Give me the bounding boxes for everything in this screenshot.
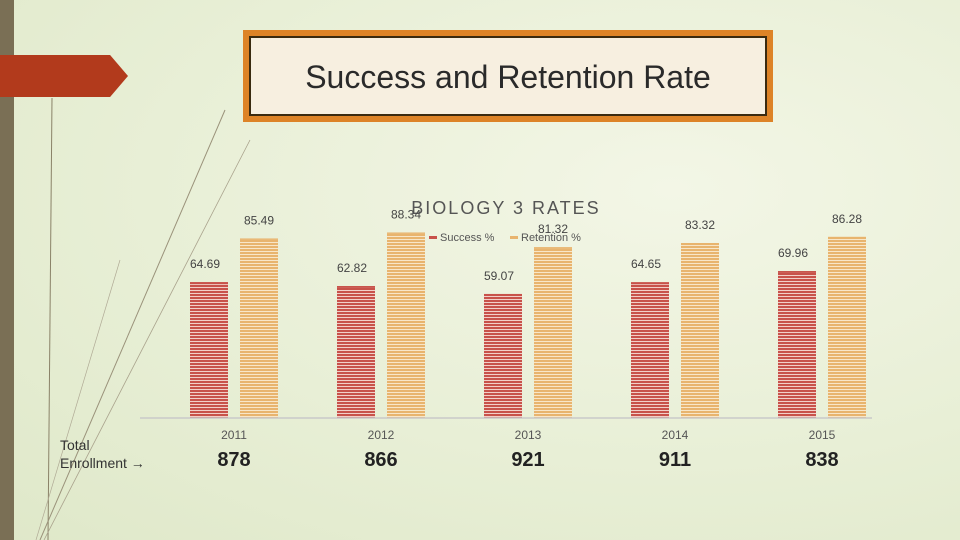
left-accent-bar	[0, 0, 14, 540]
data-label-success-2012: 62.82	[337, 261, 367, 275]
bar-top-retention-2014	[681, 243, 719, 246]
bar-top-success-2012	[337, 286, 375, 289]
x-tick-label-2014: 2014	[662, 428, 689, 442]
bar-top-retention-2013	[534, 247, 572, 250]
data-label-success-2013: 59.07	[484, 269, 514, 283]
bar-top-success-2015	[778, 271, 816, 274]
bar-retention-2011	[240, 238, 278, 418]
bar-top-retention-2012	[387, 232, 425, 235]
enrollment-value-2013: 921	[511, 449, 544, 471]
title-box-inner: Success and Retention Rate	[249, 36, 767, 116]
x-tick-label-2015: 2015	[809, 428, 836, 442]
enrollment-value-2014: 911	[659, 449, 691, 471]
bar-top-success-2013	[484, 293, 522, 296]
total-enrollment-label-line2: Enrollment →	[60, 455, 145, 471]
bar-success-2015	[778, 271, 816, 418]
data-label-success-2011: 64.69	[190, 257, 220, 271]
x-tick-label-2012: 2012	[368, 428, 395, 442]
bar-success-2013	[484, 293, 522, 418]
bar-top-success-2014	[631, 282, 669, 285]
legend-swatch-success	[429, 236, 437, 239]
bar-retention-2012	[387, 232, 425, 418]
bar-retention-2015	[828, 236, 866, 418]
bars-layer: 64.69 85.49 2011 878 62.82 88.34 2012 866 59.07 8…	[190, 207, 866, 471]
chart-title: BIOLOGY 3 RATES	[411, 198, 600, 218]
bar-success-2014	[631, 282, 669, 418]
total-enrollment-label-line1: Total	[60, 437, 90, 453]
legend-label-success: Success %	[440, 232, 495, 244]
bar-top-success-2011	[190, 282, 228, 285]
x-tick-label-2011: 2011	[221, 428, 247, 442]
x-tick-label-2013: 2013	[515, 428, 542, 442]
enrollment-value-2012: 866	[364, 449, 397, 471]
data-label-retention-2013: 81.32	[538, 222, 568, 236]
bar-top-retention-2011	[240, 238, 278, 241]
bar-retention-2013	[534, 247, 572, 418]
data-label-retention-2015: 86.28	[832, 212, 862, 226]
legend: Success % Retention %	[429, 232, 581, 244]
bar-success-2011	[190, 282, 228, 418]
bar-success-2012	[337, 286, 375, 418]
legend-label-retention: Retention %	[521, 232, 581, 244]
data-label-success-2014: 64.65	[631, 257, 661, 271]
slide-title: Success and Retention Rate	[305, 58, 711, 95]
enrollment-value-2015: 838	[805, 449, 838, 471]
title-box: Success and Retention Rate	[243, 30, 773, 122]
data-label-retention-2014: 83.32	[685, 218, 715, 232]
data-label-retention-2012: 88.34	[391, 207, 421, 221]
bar-retention-2014	[681, 243, 719, 418]
total-enrollment-label: Total Enrollment →	[60, 436, 180, 472]
legend-swatch-retention	[510, 236, 518, 239]
bar-top-retention-2015	[828, 236, 866, 239]
data-label-retention-2011: 85.49	[244, 213, 274, 227]
enrollment-value-2011: 878	[217, 449, 250, 471]
red-arrow-shape	[0, 55, 128, 97]
data-label-success-2015: 69.96	[778, 246, 808, 260]
